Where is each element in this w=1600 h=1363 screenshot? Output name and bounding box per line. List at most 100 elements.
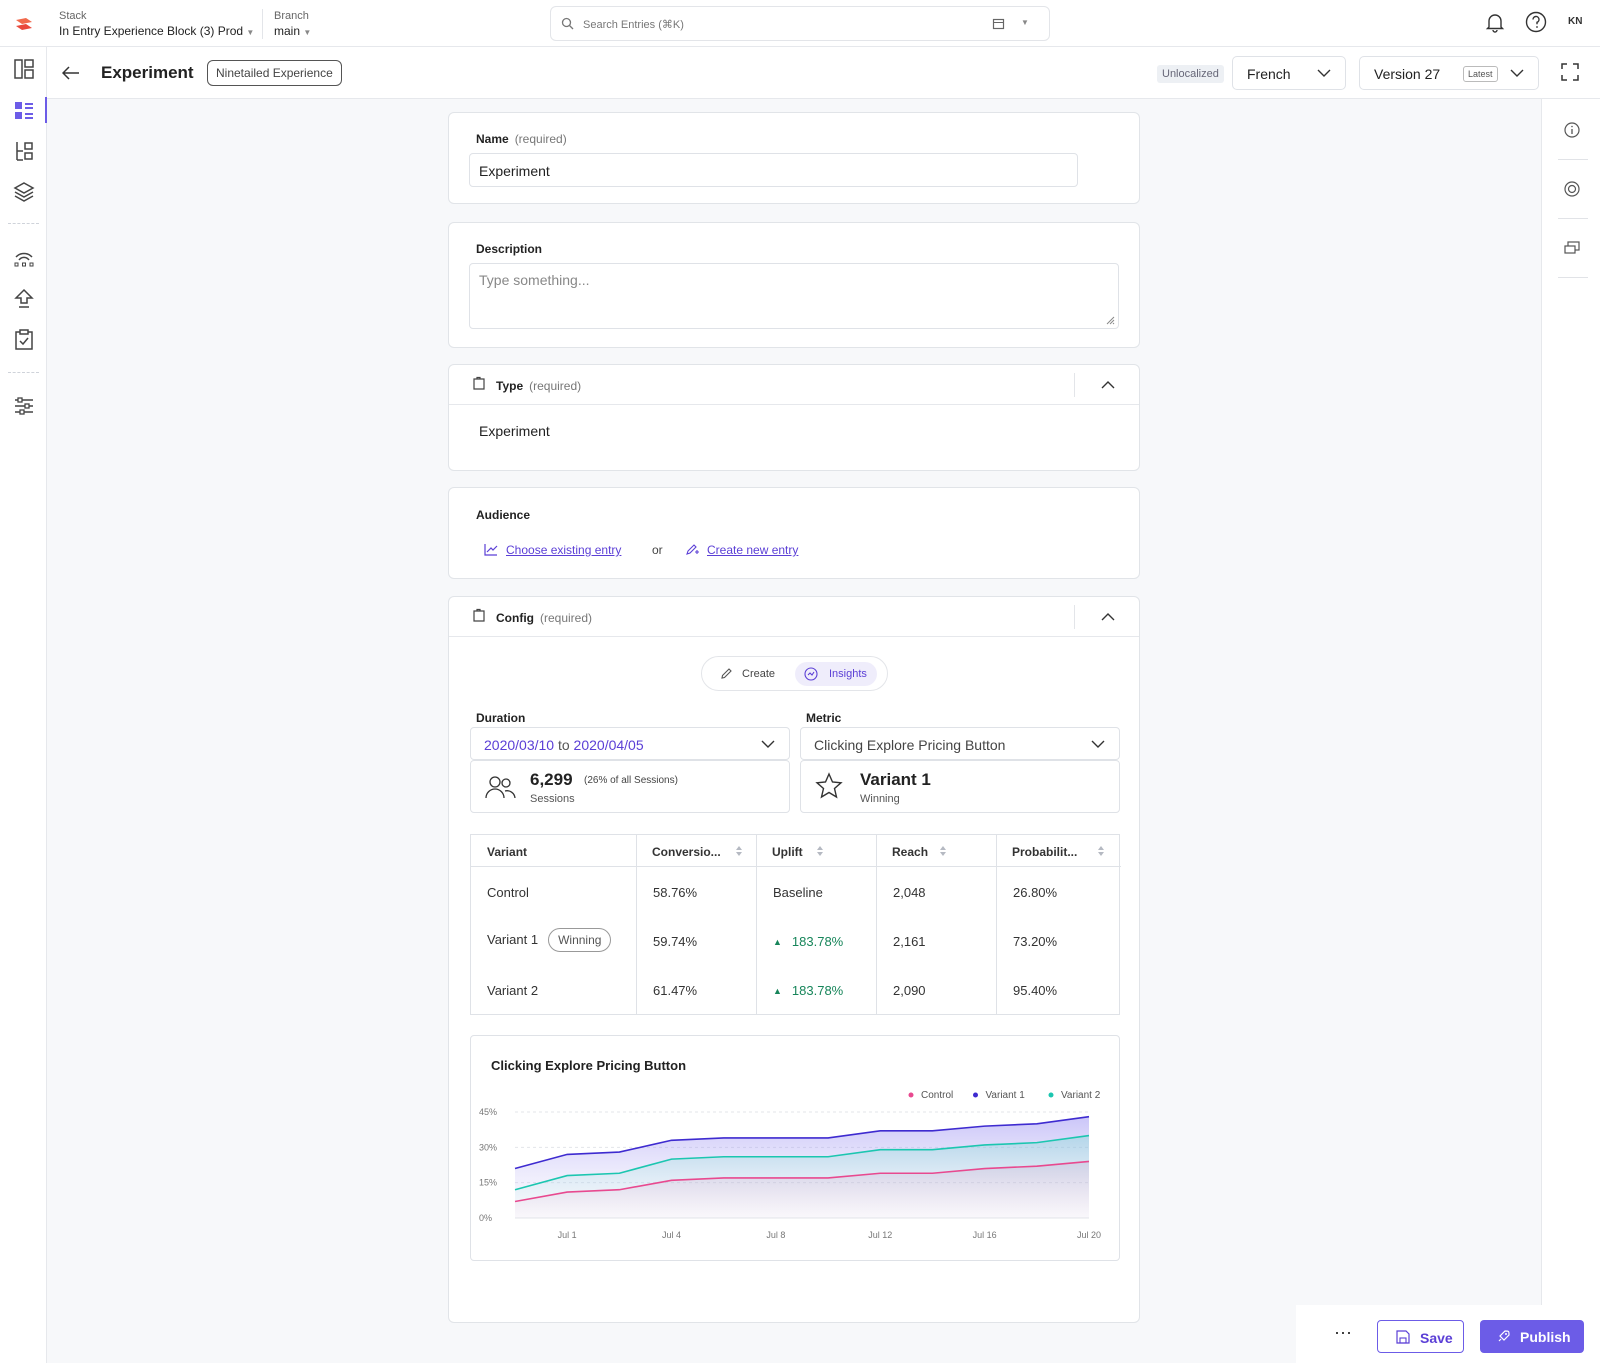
stack-label: Stack [59, 10, 87, 22]
y-tick-label: 30% [479, 1142, 497, 1152]
cell-probability: 26.80% [1013, 885, 1058, 900]
choose-existing-entry-link[interactable]: Choose existing entry [506, 543, 622, 557]
sort-icon[interactable] [816, 845, 824, 857]
column-header-conversion[interactable]: Conversio... [652, 845, 721, 859]
back-arrow-icon[interactable] [62, 66, 80, 80]
cell-variant: Control [487, 885, 529, 900]
version-dropdown[interactable]: Version 27 Latest [1359, 56, 1539, 90]
bell-icon[interactable] [1484, 11, 1506, 33]
cell-uplift: ▲ 183.78% [773, 934, 844, 949]
stack-name: In Entry Experience Block (3) Prod [59, 24, 244, 38]
type-section-header[interactable]: Type (required) [449, 365, 1139, 405]
tab-insights[interactable]: Insights [795, 662, 877, 686]
chevron-up-icon[interactable] [1101, 612, 1115, 621]
search-bar[interactable]: Search Entries (⌘K) ▼ [550, 6, 1050, 41]
tab-insights-label: Insights [829, 668, 867, 680]
y-tick-label: 0% [479, 1213, 492, 1223]
left-nav [0, 47, 47, 1363]
legend-marker [973, 1092, 978, 1098]
tasks-icon[interactable] [12, 328, 36, 352]
settings-sliders-icon[interactable] [12, 394, 36, 418]
save-button[interactable]: Save [1377, 1320, 1464, 1353]
star-icon [815, 772, 843, 799]
table-header [471, 835, 1121, 867]
calendar-icon[interactable] [992, 17, 1005, 30]
cell-probability: 73.20% [1013, 934, 1058, 949]
create-new-entry-link[interactable]: Create new entry [707, 543, 799, 557]
column-header-probability[interactable]: Probabilit... [1012, 845, 1078, 859]
chevron-down-icon[interactable]: ▼ [1021, 18, 1029, 27]
sessions-value: 6,299 [530, 770, 573, 789]
publish-button[interactable]: Publish [1480, 1320, 1584, 1353]
more-options-button[interactable]: ⋯ [1334, 1323, 1353, 1343]
chevron-up-icon[interactable] [1101, 380, 1115, 389]
x-tick-label: Jul 16 [973, 1230, 997, 1240]
column-header-reach[interactable]: Reach [892, 845, 929, 859]
locale-value: French [1247, 66, 1291, 82]
references-icon[interactable] [1564, 181, 1580, 197]
column-header-variant[interactable]: Variant [487, 845, 528, 859]
version-value: Version 27 [1374, 66, 1441, 82]
metric-chart: Clicking Explore Pricing Button 0% 15% 30%… [470, 1035, 1120, 1261]
legend-marker [1048, 1092, 1054, 1098]
help-icon[interactable] [1525, 11, 1547, 33]
metric-dropdown[interactable]: Clicking Explore Pricing Button [800, 727, 1120, 760]
stack-selector[interactable]: In Entry Experience Block (3) Prod ▼ [59, 24, 254, 38]
sessions-label: Sessions [530, 793, 575, 805]
content-model-icon[interactable] [12, 139, 36, 163]
fullscreen-icon[interactable] [1561, 63, 1579, 81]
branch-label: Branch [274, 10, 309, 22]
series-area [515, 1135, 1089, 1218]
winner-stat: Variant 1 Winning [800, 760, 1120, 813]
sort-icon[interactable] [1097, 845, 1105, 857]
rocket-icon [1498, 1330, 1510, 1342]
comments-icon[interactable] [1564, 240, 1580, 256]
duration-dropdown[interactable]: 2020/03/10 to 2020/04/05 [470, 727, 790, 760]
winning-badge: Winning [548, 928, 612, 952]
info-icon[interactable] [1564, 122, 1580, 138]
chart-title: Clicking Explore Pricing Button [491, 1058, 687, 1073]
app-logo-icon[interactable] [12, 12, 36, 36]
legend-label: Control [921, 1090, 953, 1101]
series-line [514, 1160, 1090, 1203]
name-field-card: Name (required) Experiment [448, 112, 1140, 204]
cell-reach: 2,161 [893, 934, 926, 949]
user-avatar[interactable]: KN [1568, 16, 1583, 27]
dashboard-icon[interactable] [12, 57, 36, 81]
divider [1074, 373, 1075, 397]
cell-conversion: 59.74% [653, 934, 698, 949]
nav-divider [8, 372, 39, 373]
chevron-down-icon [1510, 69, 1524, 77]
winner-value: Variant 1 [860, 770, 931, 789]
cell-probability: 95.40% [1013, 983, 1058, 998]
deploy-icon[interactable] [12, 287, 36, 311]
column-divider [636, 835, 637, 1014]
column-header-uplift[interactable]: Uplift [772, 845, 803, 859]
rail-divider [1558, 277, 1588, 278]
locale-dropdown[interactable]: French [1232, 56, 1346, 90]
branch-selector[interactable]: main ▼ [274, 24, 311, 38]
type-field-card: Type (required) Experiment [448, 364, 1140, 471]
broadcast-icon[interactable] [12, 245, 36, 269]
winner-label: Winning [860, 793, 900, 805]
description-field-card: Description Type something... [448, 222, 1140, 348]
column-divider [996, 835, 997, 1014]
search-input[interactable]: Search Entries (⌘K) [583, 19, 684, 31]
entries-icon[interactable] [12, 98, 36, 122]
y-tick-label: 15% [479, 1178, 497, 1188]
chart-svg: 0% 15% 30% 45% Jul 1 Jul 4 Jul 8 Jul 12 Jul 16 Ju… [479, 1090, 1101, 1240]
insights-icon [804, 667, 818, 681]
config-section-header[interactable]: Config (required) [449, 597, 1139, 637]
divider [1074, 605, 1075, 629]
audience-field-card: Audience Choose existing entry or Create… [448, 487, 1140, 579]
page-title: Experiment [101, 63, 194, 82]
tab-create[interactable]: Create [708, 662, 785, 686]
name-input[interactable]: Experiment [469, 153, 1078, 187]
column-divider [756, 835, 757, 1014]
sort-icon[interactable] [735, 845, 743, 857]
layers-icon[interactable] [12, 180, 36, 204]
description-textarea[interactable]: Type something... [469, 263, 1119, 329]
description-placeholder: Type something... [479, 272, 590, 288]
sort-icon[interactable] [939, 845, 947, 857]
resize-handle-icon[interactable] [1105, 315, 1115, 325]
